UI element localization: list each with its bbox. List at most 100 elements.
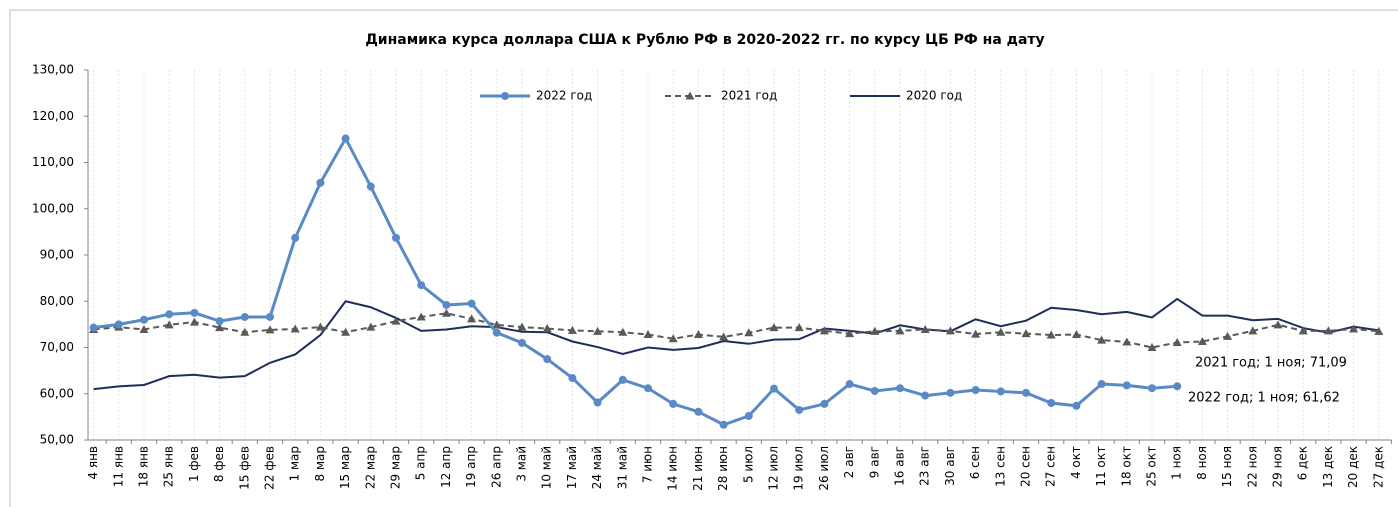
line-marker	[215, 317, 224, 326]
y-tick-label: 60,00	[40, 386, 74, 400]
x-tick-label: 12 июл	[767, 446, 781, 491]
x-tick-label: 22 мар	[363, 446, 377, 489]
line-marker	[1071, 330, 1081, 339]
series	[89, 308, 1384, 351]
line-marker	[770, 384, 778, 393]
line-marker	[417, 281, 426, 290]
x-tick-label: 4 янв	[86, 446, 100, 480]
line-marker	[518, 338, 526, 347]
line-marker	[618, 327, 628, 336]
legend-label: 2022 год	[536, 89, 592, 103]
line-marker	[1172, 337, 1182, 346]
line	[93, 135, 1178, 427]
line-marker	[694, 407, 703, 416]
x-tick-label: 25 окт	[1145, 446, 1159, 487]
line-marker	[996, 387, 1005, 396]
line-marker	[895, 326, 905, 335]
x-tick-label: 5 апр	[414, 446, 428, 480]
line-marker	[693, 330, 703, 339]
line-marker	[341, 134, 350, 143]
line-marker	[139, 324, 149, 333]
x-tick-label: 16 авг	[893, 446, 907, 486]
line-marker	[820, 399, 829, 408]
line-marker	[290, 324, 300, 333]
y-tick-label: 80,00	[40, 294, 74, 308]
line-marker	[189, 317, 199, 326]
legend-marker	[685, 91, 695, 100]
x-tick-label: 20 дек	[1346, 446, 1360, 488]
line-marker	[1197, 336, 1207, 345]
line-marker	[1173, 382, 1182, 391]
x-tick-label: 1 фев	[187, 446, 201, 482]
line-marker	[870, 386, 879, 395]
legend-label: 2020 год	[906, 89, 962, 103]
line-marker	[971, 329, 981, 338]
x-tick-label: 27 дек	[1371, 446, 1385, 488]
line-marker	[744, 411, 753, 420]
line-marker	[945, 326, 955, 335]
line-marker	[165, 310, 174, 319]
line-marker	[719, 420, 728, 429]
line-marker	[492, 328, 501, 337]
x-tick-label: 12 апр	[439, 446, 453, 488]
x-tick-label: 3 май	[515, 446, 529, 482]
line-marker	[265, 325, 275, 334]
line-marker	[996, 327, 1006, 336]
line-marker	[946, 388, 955, 397]
line-marker	[467, 299, 476, 308]
line-marker	[819, 326, 829, 335]
line-marker	[164, 320, 174, 329]
x-tick-label: 21 июн	[691, 446, 705, 491]
x-tick-label: 8 фев	[212, 446, 226, 482]
y-tick-label: 130,00	[32, 63, 74, 77]
line-marker	[920, 324, 930, 333]
line-marker	[668, 334, 678, 343]
line-marker	[89, 323, 98, 332]
y-tick-label: 110,00	[32, 155, 74, 169]
line-marker	[1072, 401, 1081, 410]
x-tick-label: 17 май	[565, 446, 579, 489]
line-marker	[543, 355, 552, 364]
line-marker	[845, 329, 855, 338]
line-marker	[1021, 329, 1031, 338]
x-tick-label: 27 сен	[1044, 446, 1058, 487]
y-tick-label: 120,00	[32, 109, 74, 123]
x-tick-label: 11 окт	[1094, 446, 1108, 487]
annotation: 2022 год; 1 ноя; 61,62	[1188, 391, 1340, 406]
line-marker	[366, 182, 375, 191]
x-tick-label: 26 июл	[817, 446, 831, 491]
line-marker	[719, 332, 729, 341]
x-tick-label: 5 июл	[741, 446, 755, 483]
x-tick-label: 19 июл	[792, 446, 806, 491]
x-tick-label: 8 мар	[313, 446, 327, 481]
line-marker	[416, 312, 426, 321]
chart-title: Динамика курса доллара США к Рублю РФ в …	[365, 32, 1044, 48]
line-marker	[140, 315, 148, 324]
x-tick-label: 22 фев	[263, 446, 277, 490]
annotation: 2021 год; 1 ноя; 71,09	[1195, 356, 1347, 371]
line-marker	[568, 374, 577, 383]
line-marker	[316, 178, 325, 187]
line-marker	[1122, 337, 1132, 346]
line-marker	[392, 233, 400, 242]
line-marker	[517, 322, 527, 331]
legend-marker	[501, 92, 509, 100]
series	[89, 134, 1182, 429]
x-tick-label: 1 мар	[288, 446, 302, 481]
x-tick-label: 15 фев	[237, 446, 251, 490]
x-tick-label: 25 янв	[162, 446, 176, 487]
line-marker	[618, 375, 627, 384]
x-tick-label: 1 ноя	[1170, 446, 1184, 480]
line-marker	[971, 386, 980, 395]
x-tick-label: 11 янв	[111, 446, 125, 487]
line-marker	[315, 322, 325, 331]
x-tick-label: 2 авг	[842, 446, 856, 478]
line-marker	[1374, 326, 1384, 335]
x-tick-label: 15 ноя	[1220, 446, 1234, 488]
x-tick-label: 28 июн	[716, 446, 730, 491]
line-marker	[870, 326, 880, 335]
line-marker	[291, 233, 300, 242]
y-tick-label: 50,00	[40, 433, 74, 447]
line-marker	[567, 325, 577, 334]
